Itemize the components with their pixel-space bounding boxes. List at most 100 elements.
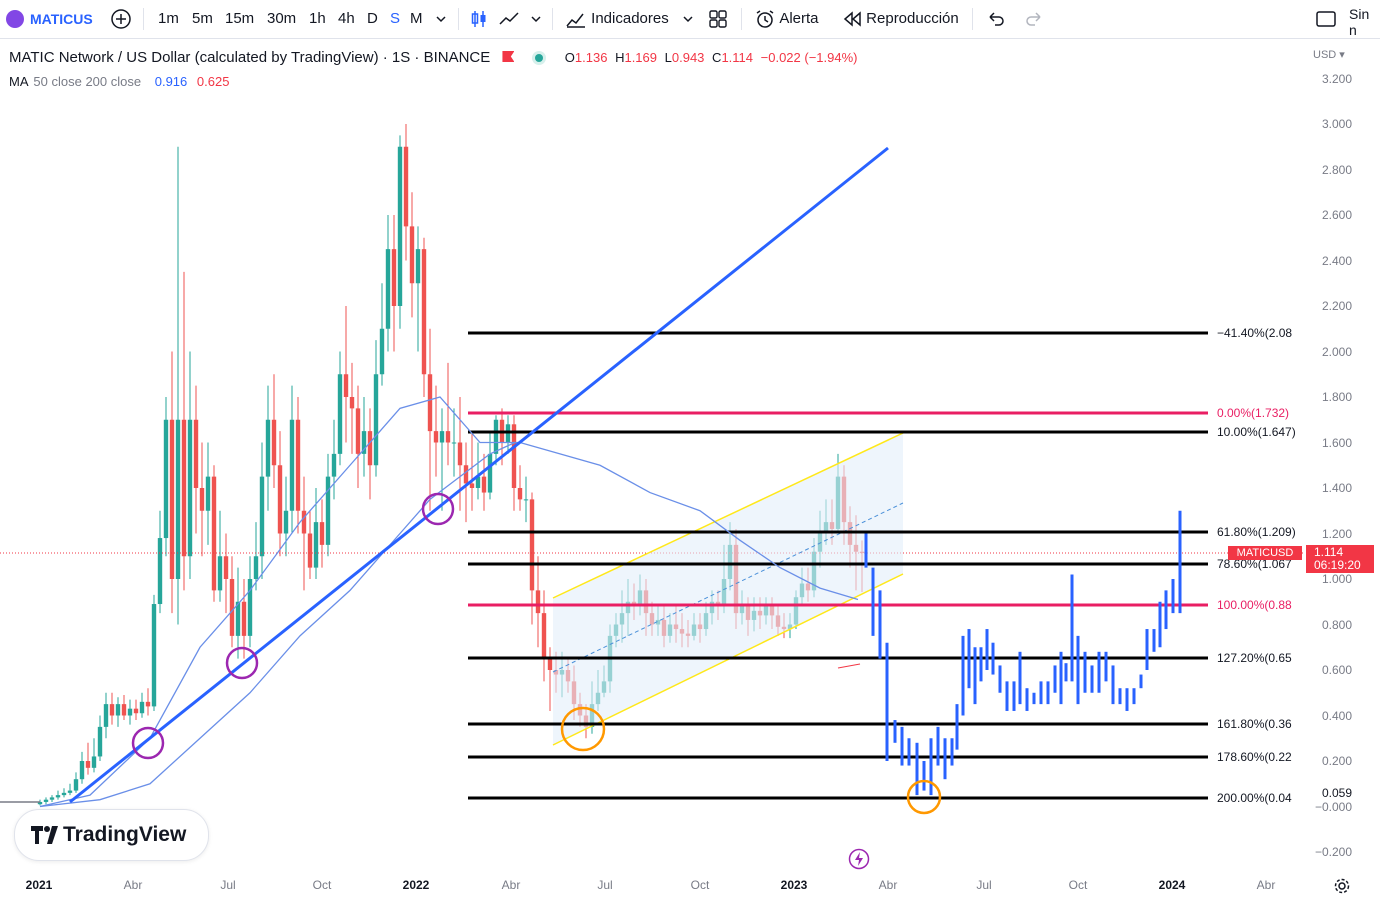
candle-body — [241, 601, 247, 636]
chart-type-dropdown[interactable] — [530, 0, 542, 38]
fib-level-label: 127.20%(0.65 — [1217, 651, 1292, 665]
save-status-label[interactable]: Sin n — [1349, 6, 1370, 38]
symbol-search[interactable]: MATICUS — [6, 7, 96, 31]
candle-body — [151, 604, 157, 707]
time-tick-label: 2024 — [1158, 878, 1186, 892]
add-symbol-button[interactable] — [110, 0, 132, 38]
line-style-button[interactable] — [498, 0, 520, 38]
indicators-button[interactable]: Indicadores — [565, 0, 669, 38]
replay-label: Reproducción — [866, 10, 959, 27]
flag-icon[interactable] — [502, 51, 515, 62]
timeframe-1m[interactable]: 1m — [158, 10, 179, 27]
price-tick-label: 0.059 — [1321, 786, 1352, 800]
alert-button[interactable]: Alerta — [754, 0, 819, 38]
fullscreen-button[interactable] — [1315, 0, 1337, 38]
fib-level-label: 200.00%(0.04 — [1217, 791, 1292, 805]
undo-button[interactable] — [986, 0, 1006, 38]
candle-body — [133, 708, 139, 714]
candle-body — [433, 431, 439, 443]
time-tick-label: Oct — [690, 878, 710, 892]
price-tick-label: 3.200 — [1321, 71, 1352, 86]
candle-body — [457, 442, 463, 466]
candle-body — [337, 374, 343, 454]
price-tick-label: 1.200 — [1321, 526, 1352, 541]
toolbar-divider — [741, 8, 742, 30]
regression-channel-fill — [553, 433, 903, 745]
candle-body — [295, 419, 301, 511]
candle-body — [415, 249, 421, 284]
redo-button[interactable] — [1024, 0, 1044, 38]
currency-label: USD — [1313, 49, 1337, 61]
candles-icon — [471, 11, 486, 28]
candle-body — [529, 499, 535, 591]
lightning-icon[interactable] — [848, 848, 870, 870]
matic-logo-icon — [6, 10, 24, 28]
chart-drawings — [0, 146, 1305, 815]
high-label: H — [615, 50, 625, 65]
candle-body — [181, 419, 187, 557]
candle-body — [229, 579, 235, 636]
timeframe-m[interactable]: M — [410, 10, 423, 27]
ma-legend[interactable]: MA 50 close 200 close 0.916 0.625 — [9, 74, 229, 89]
layout-button[interactable] — [708, 0, 728, 38]
fib-level-label: 100.00%(0.88 — [1217, 598, 1292, 612]
fib-level-label: 10.00%(1.647) — [1217, 425, 1296, 439]
timeframe-1h[interactable]: 1h — [309, 10, 326, 27]
candles-style-button[interactable] — [469, 0, 489, 38]
ohlc-values: O1.136 H1.169 L0.943 C1.114 −0.022 (−1.9… — [565, 50, 858, 65]
trendline-touch-marker — [131, 726, 165, 760]
candle-body — [283, 510, 289, 534]
ma50-value: 0.916 — [154, 74, 188, 89]
gear-icon[interactable] — [1333, 877, 1351, 895]
fib-level-label: 0.00%(1.732) — [1217, 406, 1290, 420]
grid-layout-icon — [709, 10, 727, 28]
fib-level-label: −41.40%(2.08 — [1217, 326, 1293, 340]
toolbar-divider — [458, 8, 459, 30]
timeframe-30m[interactable]: 30m — [267, 10, 297, 27]
low-marker — [560, 706, 606, 752]
symbol-title[interactable]: MATIC Network / US Dollar (calculated by… — [9, 49, 491, 66]
candle-body — [199, 488, 205, 511]
price-tick-label: 1.800 — [1321, 390, 1352, 404]
candle-body — [391, 249, 397, 306]
chart-legend: MATIC Network / US Dollar (calculated by… — [9, 49, 858, 66]
timeframe-s[interactable]: S — [390, 10, 401, 27]
channel-upper-line — [552, 432, 904, 599]
currency-selector[interactable]: USD ▾ — [1313, 49, 1345, 61]
candle-body — [97, 726, 103, 757]
last-price-value: 1.114 — [1314, 545, 1344, 559]
price-tick-label: 2.400 — [1321, 253, 1352, 268]
candle-body — [421, 249, 427, 375]
time-tick-label: Abr — [1256, 878, 1276, 892]
low-value: 0.943 — [671, 50, 705, 65]
indicators-dropdown[interactable] — [682, 0, 694, 38]
timeframe-d[interactable]: D — [367, 10, 378, 27]
candle-body — [85, 761, 91, 768]
candle-body — [253, 556, 259, 579]
candle-body — [247, 579, 253, 636]
tradingview-logo[interactable]: TradingView — [14, 809, 209, 861]
price-tick-label: −0.000 — [1314, 800, 1352, 814]
timeframe-4h[interactable]: 4h — [338, 10, 355, 27]
replay-button[interactable]: Reproducción — [842, 0, 959, 38]
candle-body — [451, 442, 457, 444]
candle-body — [409, 226, 415, 284]
trendline-touch-marker — [225, 646, 259, 680]
candle-body — [205, 476, 211, 511]
price-tick-label: 1.600 — [1321, 435, 1352, 450]
timeframe-15m[interactable]: 15m — [225, 10, 255, 27]
timeframe-dropdown[interactable] — [435, 0, 447, 38]
timeframe-5m[interactable]: 5m — [192, 10, 213, 27]
candle-body — [517, 488, 523, 500]
candle-body — [541, 613, 547, 659]
symbol-name: MATICUS — [30, 11, 93, 27]
price-tick-label: 0.200 — [1321, 754, 1352, 768]
high-value: 1.169 — [624, 50, 658, 65]
toolbar-divider — [972, 8, 973, 30]
red-marker-line — [837, 663, 861, 669]
symbol-price-tag: MATICUSD — [1228, 546, 1302, 560]
candle-body — [481, 476, 487, 493]
candle-body — [115, 704, 121, 716]
open-value: 1.136 — [574, 50, 608, 65]
